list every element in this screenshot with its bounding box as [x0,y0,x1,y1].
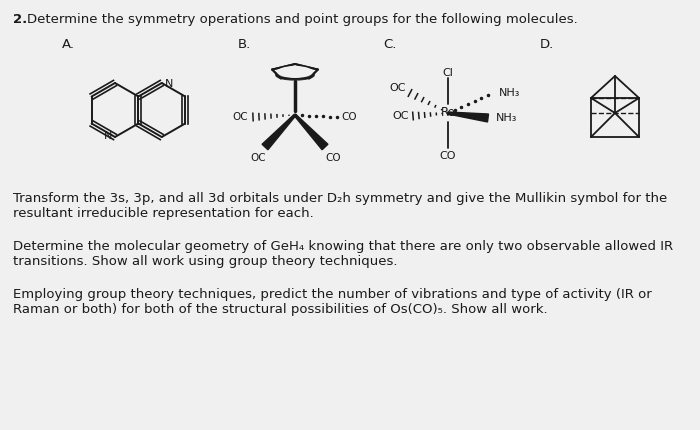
Text: CO: CO [440,151,456,161]
Polygon shape [294,114,328,150]
Text: transitions. Show all work using group theory techniques.: transitions. Show all work using group t… [13,255,398,268]
Text: Cl: Cl [442,68,454,78]
Text: Employing group theory techniques, predict the number of vibrations and type of : Employing group theory techniques, predi… [13,288,652,301]
Text: D.: D. [540,38,554,51]
Text: resultant irreducible representation for each.: resultant irreducible representation for… [13,207,314,220]
Text: NH₃: NH₃ [496,113,517,123]
Polygon shape [448,112,489,122]
Text: CO: CO [326,153,341,163]
Text: Transform the 3s, 3p, and all 3d orbitals under D₂h symmetry and give the Mullik: Transform the 3s, 3p, and all 3d orbital… [13,192,667,205]
Ellipse shape [276,70,314,80]
Text: 2.: 2. [13,13,27,26]
Text: CO: CO [341,112,357,122]
Text: Re: Re [440,107,456,120]
Text: N: N [104,131,112,141]
Text: A.: A. [62,38,75,51]
Text: B.: B. [238,38,251,51]
Polygon shape [262,114,295,150]
Text: NH₃: NH₃ [499,88,520,98]
Text: C.: C. [383,38,396,51]
Text: OC: OC [250,153,266,163]
Ellipse shape [277,66,313,78]
Text: Determine the symmetry operations and point groups for the following molecules.: Determine the symmetry operations and po… [27,13,577,26]
Text: N: N [164,79,173,89]
Text: OC: OC [232,112,248,122]
Text: Raman or both) for both of the structural possibilities of Os(CO)₅. Show all wor: Raman or both) for both of the structura… [13,303,547,316]
Text: Determine the molecular geometry of GeH₄ knowing that there are only two observa: Determine the molecular geometry of GeH₄… [13,240,673,253]
Text: OC: OC [390,83,406,93]
Text: OC: OC [393,111,410,121]
